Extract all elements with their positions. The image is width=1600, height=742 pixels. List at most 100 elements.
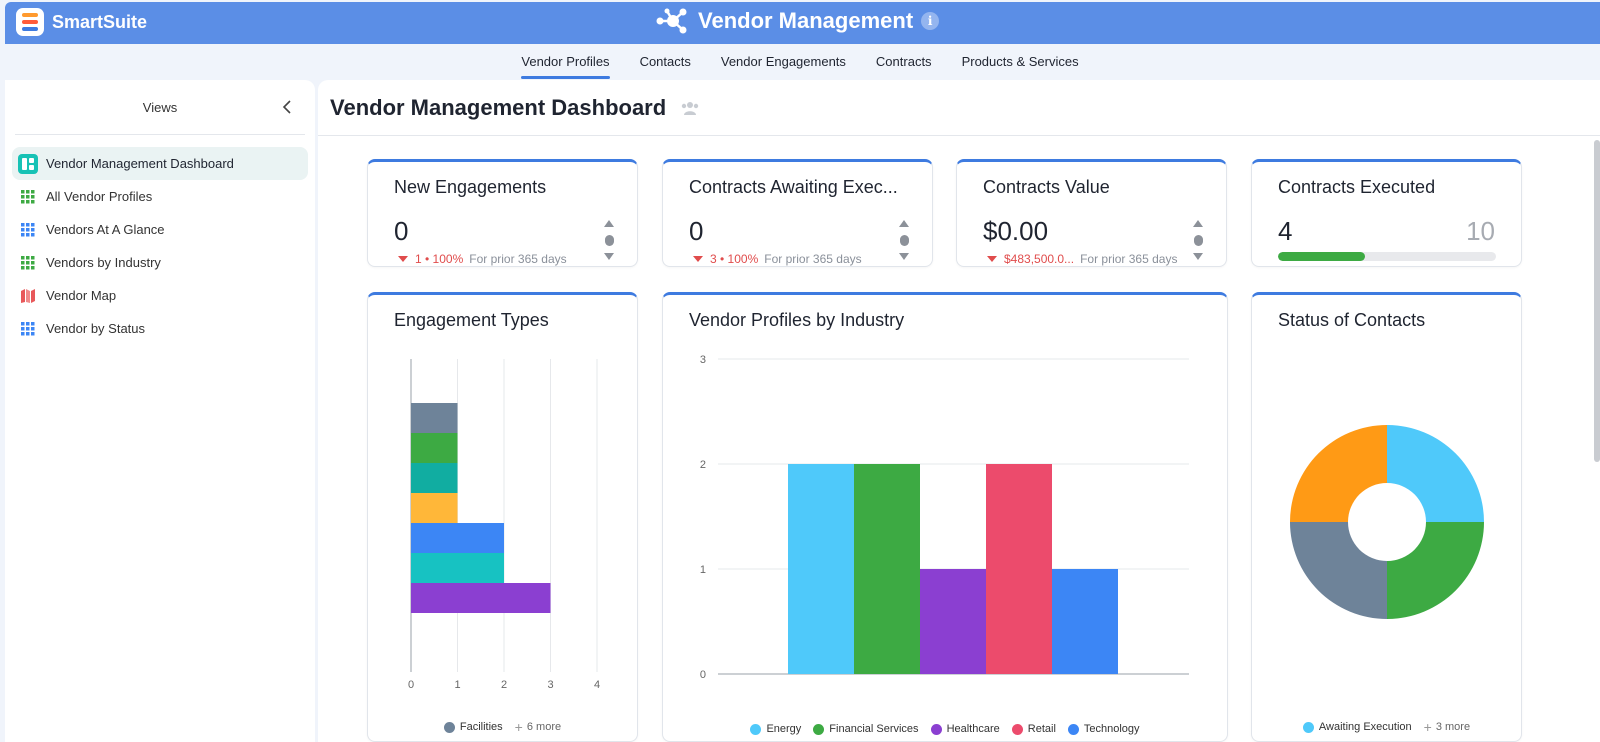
legend-swatch — [1067, 723, 1079, 735]
bar — [411, 493, 458, 523]
legend-item[interactable]: Facilities — [443, 719, 503, 735]
sidebar-item-vendor-map[interactable]: Vendor Map — [12, 279, 308, 312]
engagement-types-card[interactable]: Engagement Types 0 1 2 3 4 Facilities +6 mor… — [367, 292, 638, 742]
sidebar-item-label: Vendors by Industry — [46, 255, 161, 270]
dashboard-icon — [18, 153, 38, 174]
map-icon — [18, 286, 38, 306]
legend-item[interactable]: Energy — [750, 723, 801, 735]
bar — [411, 583, 551, 613]
metric-card-contracts-awaiting-exec[interactable]: Contracts Awaiting Exec... 0 3 • 100% Fo… — [662, 159, 933, 267]
shared-users-icon[interactable] — [680, 100, 700, 116]
contracts-executed-card[interactable]: Contracts Executed 4 10 — [1251, 159, 1522, 267]
decrease-icon — [693, 256, 703, 262]
metric-value: $0.00 — [983, 216, 1049, 246]
legend-more[interactable]: +3 more — [1424, 719, 1470, 735]
up-arrow-icon[interactable] — [899, 220, 909, 227]
up-arrow-icon[interactable] — [1193, 220, 1203, 227]
pie-slice — [1290, 522, 1387, 619]
dot-icon — [899, 234, 909, 246]
y-tick-label: 0 — [700, 669, 706, 681]
logo-text: SmartSuite — [52, 11, 148, 32]
metric-stepper[interactable] — [898, 220, 910, 260]
card-title: Contracts Executed — [1278, 177, 1436, 197]
scrollbar[interactable] — [1594, 140, 1600, 462]
legend-label: Financial Services — [829, 723, 919, 735]
views-sidebar: Views Vendor Management Dashboard All Ven… — [5, 80, 315, 742]
bar — [411, 553, 504, 583]
legend-item[interactable]: Financial Services — [813, 723, 919, 735]
plus-icon: + — [514, 719, 523, 735]
metric-stepper[interactable] — [1192, 220, 1204, 260]
up-arrow-icon[interactable] — [604, 220, 614, 227]
down-arrow-icon[interactable] — [604, 253, 614, 260]
tab-vendor-profiles[interactable]: Vendor Profiles — [506, 44, 624, 80]
legend-item[interactable]: Technology — [1067, 723, 1140, 735]
metric-change: 1 • 100% For prior 365 days — [398, 252, 567, 266]
bar — [411, 403, 458, 433]
sidebar-item-vendors-by-industry[interactable]: Vendors by Industry — [12, 246, 308, 279]
sidebar-item-vendors-at-a-glance[interactable]: Vendors At A Glance — [12, 213, 308, 246]
legend-swatch — [1302, 721, 1314, 733]
sidebar-item-vendor-management-dashboard[interactable]: Vendor Management Dashboard — [12, 147, 308, 180]
sidebar-item-vendor-by-status[interactable]: Vendor by Status — [12, 312, 308, 345]
change-value: 3 • 100% — [710, 252, 759, 266]
views-title: Views — [142, 99, 178, 115]
card-title: New Engagements — [394, 177, 547, 197]
info-icon[interactable]: i — [921, 12, 940, 30]
metric-card-contracts-value[interactable]: Contracts Value $0.00 $483,500.0... For … — [956, 159, 1227, 267]
table-tabs: Vendor Profiles Contacts Vendor Engagement… — [0, 44, 1600, 80]
legend-more-label: 3 more — [1435, 721, 1471, 733]
legend-item[interactable]: Healthcare — [930, 723, 1000, 735]
legend-swatch — [443, 721, 455, 733]
legend-more[interactable]: +6 more — [515, 719, 561, 735]
legend-label: Healthcare — [946, 723, 1000, 735]
tab-contacts[interactable]: Contacts — [639, 54, 691, 69]
pie-slice — [1387, 522, 1484, 619]
progress-value: 4 — [1278, 216, 1293, 246]
x-tick-label: 4 — [594, 679, 600, 691]
legend-label: Energy — [766, 723, 802, 735]
decrease-icon — [398, 256, 408, 262]
metric-value: 0 — [394, 216, 409, 246]
dashboard-panel: Vendor Management Dashboard New Engageme… — [318, 80, 1600, 742]
bar-retail — [986, 464, 1052, 674]
legend-item[interactable]: Retail — [1011, 723, 1056, 735]
sidebar-item-label: Vendors At A Glance — [46, 222, 165, 237]
metric-stepper[interactable] — [603, 220, 615, 260]
tab-contracts[interactable]: Contracts — [875, 54, 932, 69]
pie-slice — [1387, 425, 1484, 522]
collapse-sidebar-icon[interactable] — [279, 98, 295, 116]
legend-label: Technology — [1083, 723, 1140, 735]
vendor-profiles-by-industry-chart[interactable]: 0 1 2 3 — [663, 350, 1228, 720]
tab-vendor-engagements[interactable]: Vendor Engagements — [720, 54, 846, 69]
metric-change: $483,500.0... For prior 365 days — [987, 252, 1177, 266]
bar-technology — [1052, 569, 1118, 674]
down-arrow-icon[interactable] — [1193, 253, 1203, 260]
app-logo[interactable]: SmartSuite — [16, 8, 147, 36]
x-tick-label: 1 — [454, 679, 460, 691]
smartsuite-logo-icon — [16, 8, 44, 36]
legend-swatch — [1011, 723, 1023, 735]
views-list: Vendor Management Dashboard All Vendor Pr… — [5, 135, 315, 357]
engagement-types-chart[interactable]: 0 1 2 3 4 — [368, 350, 638, 720]
change-period: For prior 365 days — [764, 252, 862, 266]
legend-label: Awaiting Execution — [1318, 721, 1412, 733]
sidebar-item-all-vendor-profiles[interactable]: All Vendor Profiles — [12, 180, 308, 213]
x-tick-label: 0 — [408, 679, 414, 691]
bar-energy — [788, 464, 854, 674]
progress-track — [1278, 252, 1496, 261]
tab-products-services[interactable]: Products & Services — [961, 54, 1079, 69]
legend-item[interactable]: Awaiting Execution — [1302, 719, 1412, 735]
change-period: For prior 365 days — [469, 252, 567, 266]
dot-icon — [1193, 234, 1203, 246]
status-of-contacts-chart[interactable] — [1252, 350, 1522, 720]
metric-card-new-engagements[interactable]: New Engagements 0 1 • 100% For prior 365… — [367, 159, 638, 267]
plus-icon: + — [1423, 719, 1432, 735]
down-arrow-icon[interactable] — [899, 253, 909, 260]
pie-slice — [1290, 425, 1387, 522]
x-tick-label: 2 — [501, 679, 507, 691]
y-tick-label: 1 — [700, 564, 706, 576]
status-of-contacts-card[interactable]: Status of Contacts Awaiting Execution +3… — [1251, 292, 1522, 742]
legend-swatch — [750, 723, 762, 735]
vendor-profiles-by-industry-card[interactable]: Vendor Profiles by Industry 0 1 2 3 Energy F… — [662, 292, 1228, 742]
